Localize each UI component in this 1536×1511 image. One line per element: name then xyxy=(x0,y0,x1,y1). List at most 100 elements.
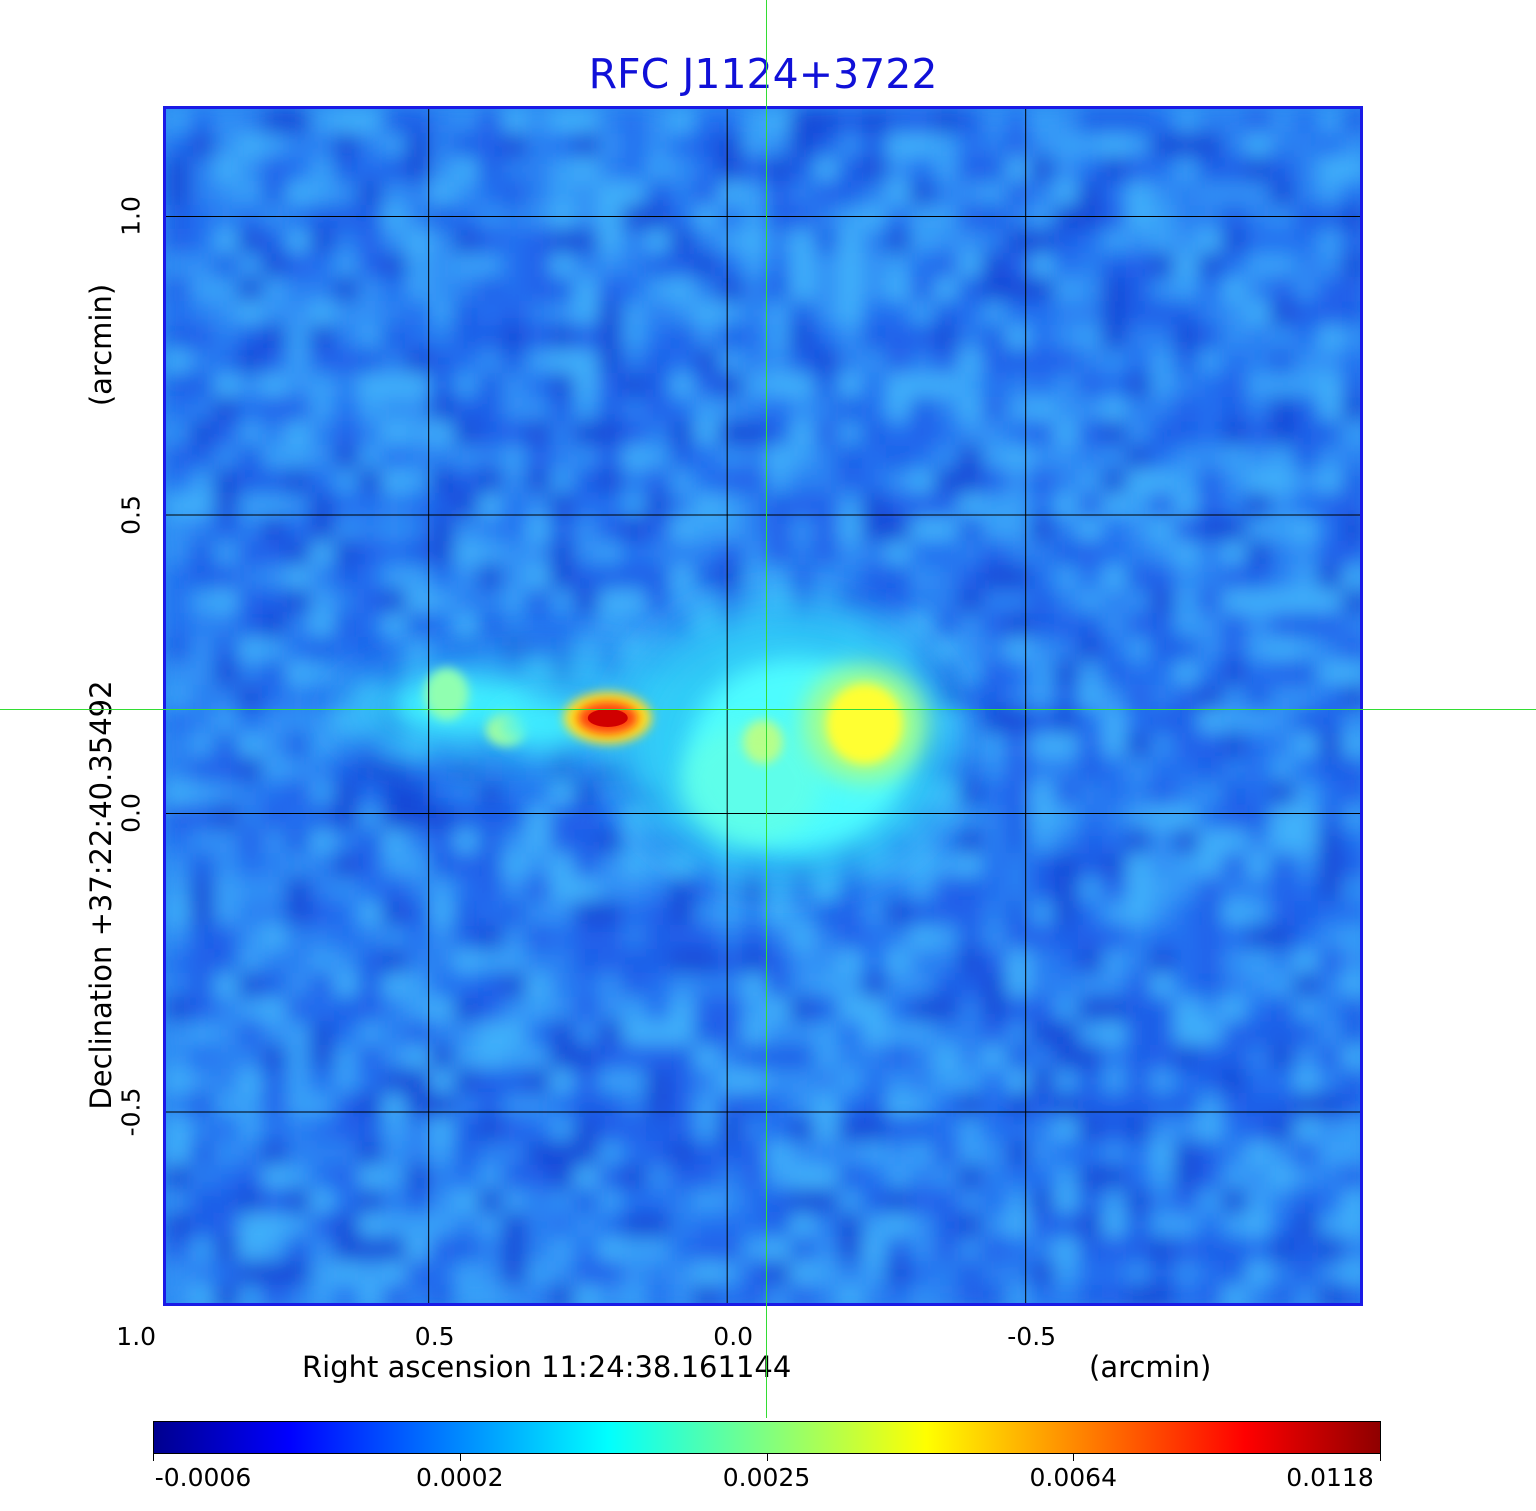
noise-cell xyxy=(310,301,334,325)
noise-cell xyxy=(1078,181,1102,205)
noise-cell xyxy=(670,109,694,133)
noise-cell xyxy=(1270,421,1294,445)
noise-cell xyxy=(406,565,430,589)
noise-cell xyxy=(214,1069,238,1093)
noise-cell xyxy=(910,421,934,445)
noise-cell xyxy=(1222,541,1246,565)
noise-cell xyxy=(574,901,598,925)
noise-cell xyxy=(502,349,526,373)
noise-cell xyxy=(1054,469,1078,493)
noise-cell xyxy=(646,493,670,517)
noise-cell xyxy=(478,325,502,349)
noise-cell xyxy=(382,277,406,301)
noise-cell xyxy=(1174,1093,1198,1117)
noise-cell xyxy=(1270,757,1294,781)
noise-cell xyxy=(574,589,598,613)
noise-cell xyxy=(406,613,430,637)
noise-cell xyxy=(190,349,214,373)
noise-cell xyxy=(238,1237,262,1261)
noise-cell xyxy=(166,229,190,253)
noise-cell xyxy=(910,325,934,349)
noise-cell xyxy=(838,133,862,157)
noise-cell xyxy=(214,109,238,133)
noise-cell xyxy=(406,301,430,325)
noise-cell xyxy=(358,997,382,1021)
noise-cell xyxy=(1198,637,1222,661)
noise-cell xyxy=(454,469,478,493)
noise-cell xyxy=(238,733,262,757)
noise-cell xyxy=(334,181,358,205)
noise-cell xyxy=(598,349,622,373)
noise-cell xyxy=(958,253,982,277)
noise-cell xyxy=(1342,685,1360,709)
noise-cell xyxy=(190,973,214,997)
noise-cell xyxy=(718,901,742,925)
noise-cell xyxy=(622,181,646,205)
noise-cell xyxy=(1294,829,1318,853)
noise-cell xyxy=(766,373,790,397)
noise-cell xyxy=(1270,493,1294,517)
noise-cell xyxy=(1246,301,1270,325)
noise-cell xyxy=(1174,1069,1198,1093)
noise-cell xyxy=(1270,1093,1294,1117)
noise-cell xyxy=(262,469,286,493)
noise-cell xyxy=(382,517,406,541)
noise-cell xyxy=(190,997,214,1021)
noise-cell xyxy=(286,301,310,325)
noise-cell xyxy=(238,973,262,997)
noise-cell xyxy=(1198,277,1222,301)
noise-cell xyxy=(1198,925,1222,949)
noise-cell xyxy=(1078,877,1102,901)
noise-cell xyxy=(982,805,1006,829)
noise-cell xyxy=(334,157,358,181)
noise-cell xyxy=(910,133,934,157)
plot-area[interactable] xyxy=(163,106,1363,1306)
noise-cell xyxy=(790,349,814,373)
noise-cell xyxy=(166,133,190,157)
noise-cell xyxy=(790,1285,814,1303)
noise-cell xyxy=(838,421,862,445)
noise-cell xyxy=(1126,1093,1150,1117)
noise-cell xyxy=(1006,1093,1030,1117)
noise-cell xyxy=(598,1165,622,1189)
noise-cell xyxy=(1150,853,1174,877)
noise-cell xyxy=(526,1117,550,1141)
noise-cell xyxy=(742,1189,766,1213)
noise-cell xyxy=(238,1261,262,1285)
noise-cell xyxy=(1174,1261,1198,1285)
noise-cell xyxy=(598,901,622,925)
noise-cell xyxy=(886,973,910,997)
noise-cell xyxy=(214,589,238,613)
noise-cell xyxy=(526,781,550,805)
noise-cell xyxy=(1102,757,1126,781)
noise-cell xyxy=(886,493,910,517)
noise-cell xyxy=(1054,325,1078,349)
noise-cell xyxy=(934,229,958,253)
noise-cell xyxy=(1222,157,1246,181)
noise-cell xyxy=(1078,133,1102,157)
noise-cell xyxy=(718,373,742,397)
noise-cell xyxy=(862,397,886,421)
noise-cell xyxy=(1102,397,1126,421)
noise-cell xyxy=(1054,1141,1078,1165)
noise-cell xyxy=(814,1285,838,1303)
noise-cell xyxy=(982,301,1006,325)
noise-cell xyxy=(310,1117,334,1141)
noise-cell xyxy=(694,397,718,421)
noise-cell xyxy=(886,1045,910,1069)
noise-cell xyxy=(1174,1237,1198,1261)
noise-cell xyxy=(1150,277,1174,301)
noise-cell xyxy=(286,661,310,685)
noise-cell xyxy=(1294,709,1318,733)
noise-cell xyxy=(478,133,502,157)
noise-cell xyxy=(358,1117,382,1141)
noise-cell xyxy=(982,1261,1006,1285)
noise-cell xyxy=(358,781,382,805)
noise-cell xyxy=(670,469,694,493)
noise-cell xyxy=(238,709,262,733)
noise-cell xyxy=(190,757,214,781)
noise-cell xyxy=(766,157,790,181)
noise-cell xyxy=(286,373,310,397)
noise-cell xyxy=(1150,781,1174,805)
noise-cell xyxy=(1030,853,1054,877)
